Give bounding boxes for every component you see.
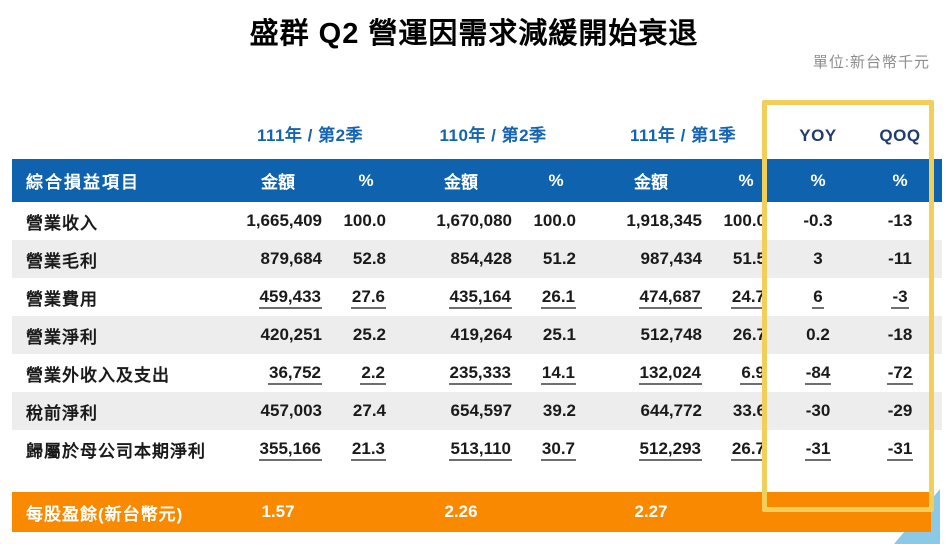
unit-note: 單位:新台幣千元 (812, 54, 930, 71)
period-header-111q2: 111年 / 第2季 (256, 126, 364, 145)
eps-value-110q2: 2.26 (444, 502, 478, 521)
row-label: 營業費用 (26, 289, 98, 309)
period-header-yoy: YOY (799, 126, 837, 145)
row-label: 營業收入 (26, 213, 98, 233)
period-header-qoq: QOQ (879, 126, 921, 145)
period-header-row: 111年 / 第2季 110年 / 第2季 111年 / 第1季 YOY QOQ (12, 100, 942, 159)
column-header-item: 綜合損益項目 (26, 173, 140, 192)
column-header-pct-3: % (738, 170, 754, 190)
page-title: 盛群 Q2 營運因需求減緩開始衰退 (249, 18, 699, 50)
row-label: 營業淨利 (26, 327, 98, 347)
eps-value-111q2: 1.57 (261, 502, 295, 521)
row-label: 稅前淨利 (26, 403, 98, 423)
column-header-row: 綜合損益項目 金額 % 金額 % 金額 % % % (12, 159, 942, 202)
table-row-pretax-income: 稅前淨利 457,003 27.4 654,597 39.2 644,772 3… (12, 392, 942, 430)
period-header-110q2: 110年 / 第2季 (439, 126, 547, 145)
column-header-qoq-pct: % (892, 170, 908, 190)
column-header-yoy-pct: % (810, 170, 826, 190)
row-label: 營業毛利 (26, 251, 98, 271)
table-row-gross-profit: 營業毛利 879,684 52.8 854,428 51.2 987,434 5… (12, 240, 942, 278)
income-statement-table: 111年 / 第2季 110年 / 第2季 111年 / 第1季 YOY QOQ… (12, 100, 942, 468)
table-row-net-income-parent: 歸屬於母公司本期淨利 355,166 21.3 513,110 30.7 512… (12, 430, 942, 468)
column-header-pct-1: % (358, 170, 374, 190)
column-header-pct-2: % (548, 170, 564, 190)
eps-label: 每股盈餘(新台幣元) (26, 504, 184, 524)
table-row-revenue: 營業收入 1,665,409 100.0 1,670,080 100.0 1,9… (12, 202, 942, 240)
row-label: 歸屬於母公司本期淨利 (26, 441, 206, 461)
table-row-operating-income: 營業淨利 420,251 25.2 419,264 25.1 512,748 2… (12, 316, 942, 354)
column-header-amount-3: 金額 (634, 173, 668, 192)
period-header-111q1: 111年 / 第1季 (629, 126, 737, 145)
column-header-amount-2: 金額 (444, 173, 478, 192)
row-label: 營業外收入及支出 (26, 365, 170, 385)
table-row-operating-expenses: 營業費用 459,433 27.6 435,164 26.1 474,687 2… (12, 278, 942, 316)
column-header-amount-1: 金額 (261, 173, 295, 192)
eps-summary-bar: 每股盈餘(新台幣元) 1.57 2.26 2.27 (12, 492, 931, 532)
table-row-non-operating: 營業外收入及支出 36,752 2.2 235,333 14.1 132,024… (12, 354, 942, 392)
eps-value-111q1: 2.27 (634, 502, 668, 521)
